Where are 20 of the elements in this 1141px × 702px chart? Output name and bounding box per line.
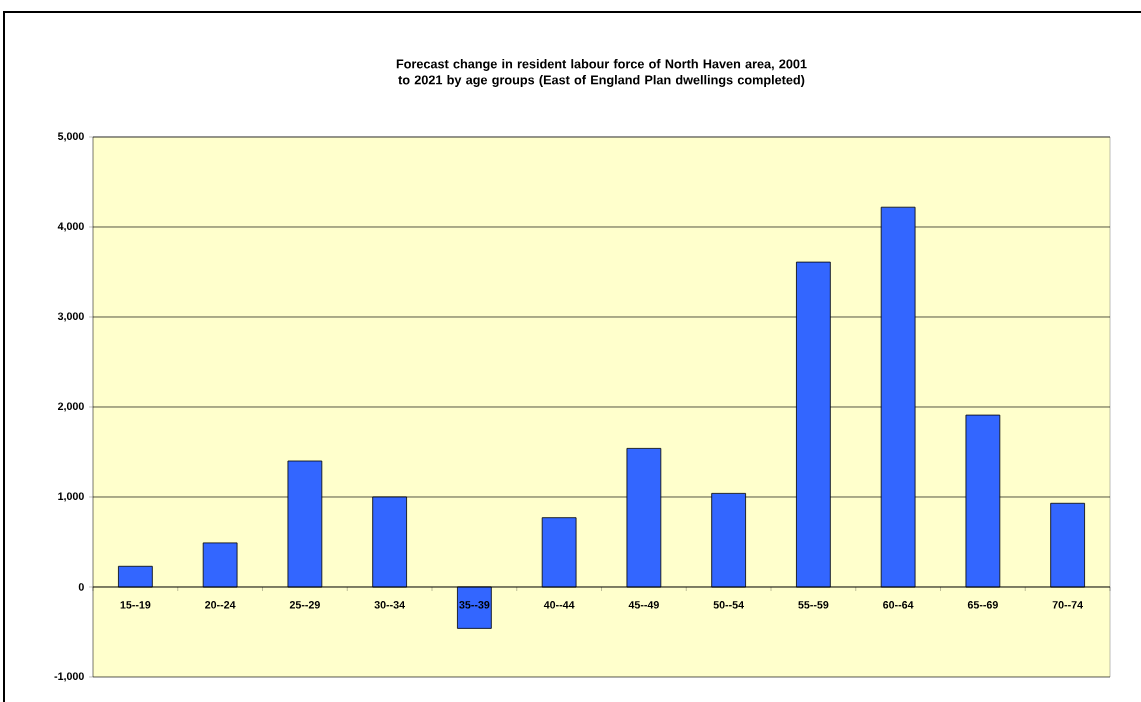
y-tick-label: -1,000	[54, 672, 84, 682]
y-tick-label: 0	[78, 583, 84, 591]
x-tick-label: 25--29	[289, 601, 320, 609]
x-tick-label: 45--49	[628, 601, 659, 609]
y-tick-label: 2,000	[57, 402, 84, 412]
chart-title: Forecast change in resident labour force of North Haven area, 2001 to 2021 by age groups (East of England Plan dwellings completed)	[396, 59, 807, 87]
x-tick-label: 55--59	[798, 601, 829, 609]
y-tick-label: 4,000	[57, 222, 84, 232]
x-tick-label: 20--24	[205, 601, 236, 609]
x-tick-label: 40--44	[543, 601, 575, 609]
y-tick-label: 1,000	[58, 492, 84, 502]
x-tick-label: 35--39	[459, 601, 490, 609]
x-tick-label: 65--69	[967, 601, 998, 609]
x-tick-label: 70--74	[1052, 601, 1083, 609]
x-tick-label: 50--54	[713, 601, 744, 609]
y-tick-label: 5,000	[57, 132, 84, 142]
x-tick-label: 60--64	[883, 601, 914, 609]
x-tick-label: 30--34	[374, 601, 405, 609]
x-tick-label: 15--19	[120, 601, 151, 609]
y-tick-label: 3,000	[57, 312, 84, 322]
